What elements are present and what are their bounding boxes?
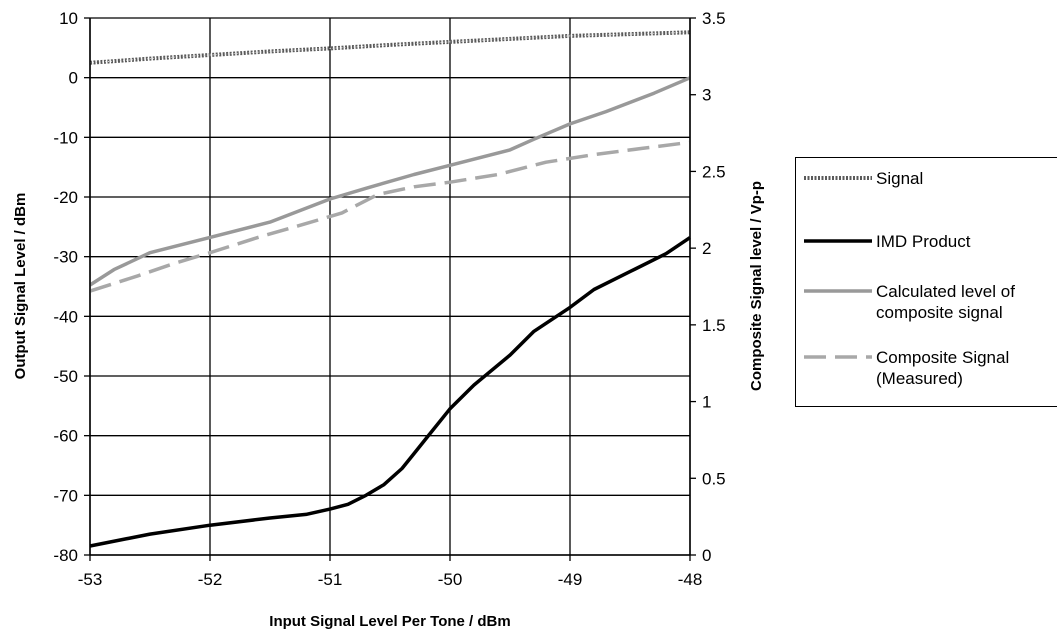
- axes: [84, 17, 696, 561]
- y-tick-label: -20: [53, 188, 78, 207]
- x-axis-title: Input Signal Level Per Tone / dBm: [269, 613, 510, 630]
- y2-tick-label: 1: [702, 393, 711, 412]
- y2-axis-title: Composite Signal level / Vp-p: [748, 181, 765, 391]
- y-tick-label: -30: [53, 248, 78, 267]
- y2-tick-label: 1.5: [702, 316, 726, 335]
- legend-swatch: [804, 239, 872, 243]
- legend-swatch: [804, 176, 872, 180]
- y-tick-label: 0: [69, 69, 78, 88]
- y2-tick-label: 3.5: [702, 9, 726, 28]
- y2-tick-label: 3: [702, 86, 711, 105]
- x-tick-label: -50: [438, 570, 463, 589]
- series-line-4: [89, 140, 691, 293]
- y-tick-label: -80: [53, 546, 78, 565]
- y-tick-label: -60: [53, 427, 78, 446]
- series-line-3: [89, 76, 691, 287]
- legend: Signal IMD Product Calculated level of com…: [795, 157, 1057, 407]
- y2-tick-label: 2.5: [702, 162, 726, 181]
- gridlines: [89, 17, 691, 556]
- x-tick-label: -48: [678, 570, 703, 589]
- y-tick-label: -70: [53, 486, 78, 505]
- legend-label: IMD Product: [876, 232, 971, 251]
- plot-area: [90, 18, 690, 555]
- tick-labels: -53 -52 -51 -50 -49 -48100-10-20-30-40-50-60-…: [53, 9, 725, 589]
- y2-tick-label: 2: [702, 239, 711, 258]
- series-line-2: [89, 236, 691, 548]
- y-tick-label: 10: [59, 9, 78, 28]
- y-tick-label: -40: [53, 307, 78, 326]
- series-line-1: [89, 30, 691, 65]
- x-tick-label: -52: [198, 570, 223, 589]
- y-tick-label: -50: [53, 367, 78, 386]
- y-axis-title: Output Signal Level / dBm: [12, 193, 29, 380]
- series-line-highlight: [89, 31, 691, 64]
- legend-label: Composite Signal (Measured): [876, 348, 1010, 388]
- x-tick-label: -51: [318, 570, 343, 589]
- y-tick-label: -10: [53, 128, 78, 147]
- y2-tick-label: 0: [702, 546, 711, 565]
- series-layer: [89, 30, 691, 548]
- legend-label: Calculated level of composite signal: [876, 282, 1015, 322]
- legend-swatch: [804, 355, 872, 359]
- y2-tick-label: 0.5: [702, 469, 726, 488]
- x-tick-label: -53: [78, 570, 103, 589]
- x-tick-label: -49: [558, 570, 583, 589]
- legend-swatch: [804, 289, 872, 293]
- legend-label: Signal: [876, 169, 924, 188]
